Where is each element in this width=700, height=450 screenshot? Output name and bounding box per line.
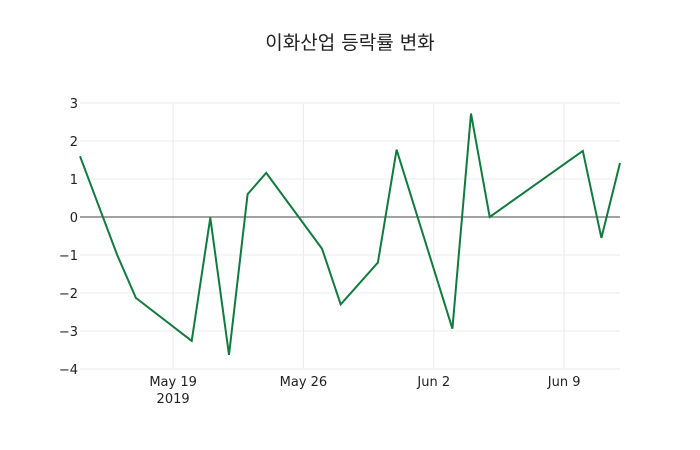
x-axis: May 19 2019 May 26 Jun 2 Jun 9 <box>149 375 580 407</box>
chart-title: 이화산업 등락률 변화 <box>265 32 435 54</box>
y-tick-label: −3 <box>59 325 78 340</box>
y-tick-label: 0 <box>70 211 78 226</box>
y-tick-label: −1 <box>59 249 78 264</box>
y-tick-label: 2 <box>70 135 78 150</box>
x-tick-label: May 19 <box>149 375 197 390</box>
y-axis: 3 2 1 0 −1 −2 −3 −4 <box>59 97 78 378</box>
series-line <box>79 113 621 356</box>
y-tick-label: 3 <box>70 97 78 112</box>
x-tick-label: May 26 <box>280 375 328 390</box>
x-tick-label: Jun 9 <box>547 375 581 390</box>
y-tick-label: 1 <box>70 173 78 188</box>
y-tick-label: −4 <box>59 363 78 378</box>
y-tick-label: −2 <box>59 287 78 302</box>
x-tick-label: Jun 2 <box>416 375 450 390</box>
x-tick-sublabel: 2019 <box>157 392 190 407</box>
gridlines <box>80 102 620 370</box>
